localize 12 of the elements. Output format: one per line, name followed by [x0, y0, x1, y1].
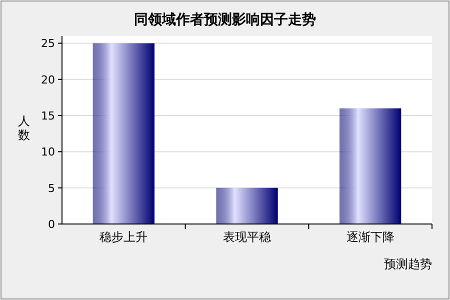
- y-tick-label: 10: [41, 146, 55, 159]
- y-axis-title: 人数: [18, 114, 30, 142]
- x-tick-label: 逐渐下降: [346, 230, 394, 244]
- y-tick-label: 25: [41, 37, 55, 50]
- y-tick-label: 20: [41, 73, 55, 86]
- y-tick-label: 5: [48, 182, 55, 195]
- chart-title: 同领域作者预测影响因子走势: [134, 12, 316, 28]
- x-tick-label: 稳步上升: [100, 230, 148, 244]
- x-tick-label: 表现平稳: [223, 230, 271, 244]
- x-axis-title: 预测趋势: [384, 257, 432, 271]
- y-tick-label: 0: [48, 218, 55, 231]
- y-tick-label: 15: [41, 110, 55, 123]
